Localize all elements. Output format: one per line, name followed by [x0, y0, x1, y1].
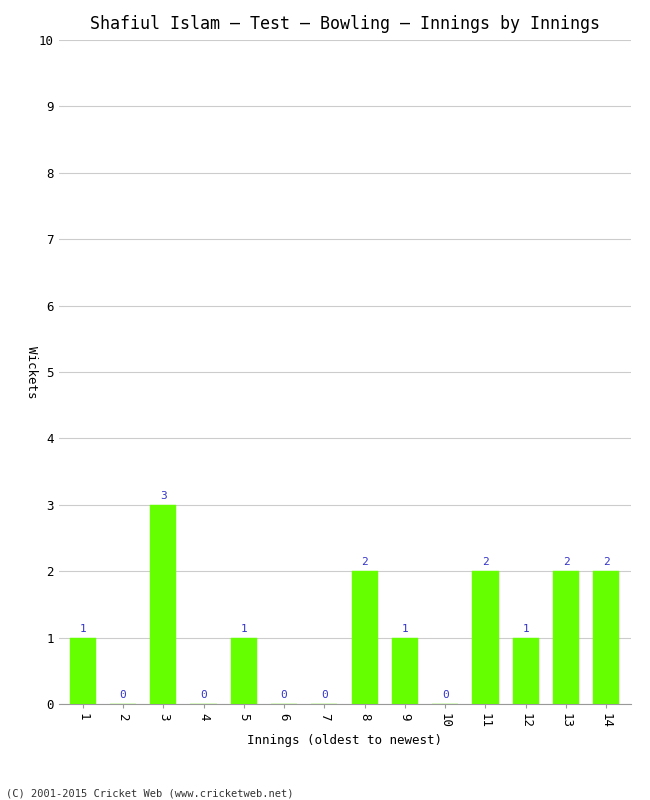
Title: Shafiul Islam – Test – Bowling – Innings by Innings: Shafiul Islam – Test – Bowling – Innings…	[90, 15, 599, 33]
Text: 2: 2	[603, 558, 610, 567]
Text: 1: 1	[402, 624, 408, 634]
X-axis label: Innings (oldest to newest): Innings (oldest to newest)	[247, 734, 442, 746]
Bar	[473, 571, 499, 704]
Bar	[392, 638, 418, 704]
Bar	[553, 571, 579, 704]
Bar	[352, 571, 378, 704]
Y-axis label: Wickets: Wickets	[25, 346, 38, 398]
Text: 2: 2	[482, 558, 489, 567]
Bar	[593, 571, 619, 704]
Text: (C) 2001-2015 Cricket Web (www.cricketweb.net): (C) 2001-2015 Cricket Web (www.cricketwe…	[6, 788, 294, 798]
Text: 0: 0	[281, 690, 287, 700]
Bar	[150, 505, 176, 704]
Text: 1: 1	[240, 624, 247, 634]
Text: 0: 0	[120, 690, 126, 700]
Text: 2: 2	[361, 558, 368, 567]
Bar	[231, 638, 257, 704]
Text: 0: 0	[321, 690, 328, 700]
Text: 1: 1	[523, 624, 529, 634]
Text: 0: 0	[200, 690, 207, 700]
Text: 1: 1	[79, 624, 86, 634]
Text: 0: 0	[442, 690, 448, 700]
Text: 3: 3	[160, 491, 166, 501]
Text: 2: 2	[563, 558, 569, 567]
Bar	[70, 638, 96, 704]
Bar	[513, 638, 539, 704]
